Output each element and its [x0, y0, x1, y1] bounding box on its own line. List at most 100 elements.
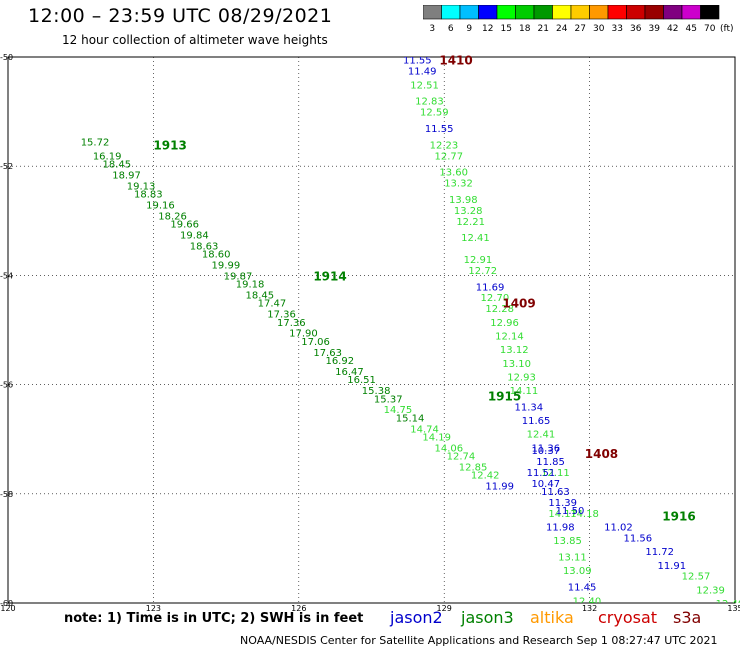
wave-height-label: 16.51 — [347, 375, 376, 386]
wave-height-label: 12.11 — [541, 468, 570, 479]
colorbar-tick-label: 42 — [667, 24, 678, 34]
lat-tick-label: -60 — [0, 599, 13, 608]
pass-id-label: 1409 — [502, 297, 535, 311]
wave-height-label: 11.85 — [536, 457, 565, 468]
colorbar-tick-label: 3 — [429, 24, 435, 34]
wave-height-label: 11.91 — [657, 561, 686, 572]
pass-id-label: 1410 — [439, 54, 472, 68]
wave-height-label: 12.91 — [464, 255, 493, 266]
wave-height-labels: 11.5511.4912.5112.8312.5911.5512.2312.77… — [81, 56, 740, 610]
wave-height-label: 11.72 — [645, 547, 674, 558]
wave-height-label: 14.17 — [548, 509, 577, 520]
pass-id-label: 1914 — [313, 269, 346, 283]
wave-height-label: 18.97 — [112, 170, 141, 181]
lon-tick-label: 120 — [0, 604, 15, 613]
wave-height-label: 11.39 — [548, 498, 577, 509]
wave-height-label: 19.16 — [146, 200, 175, 211]
lat-tick-label: -58 — [0, 490, 13, 499]
wave-height-label: 13.32 — [444, 179, 473, 190]
wave-height-label: 12.41 — [527, 430, 556, 441]
wave-height-label: 11.99 — [485, 482, 514, 493]
wave-height-label: 12.23 — [430, 140, 459, 151]
lat-tick-label: -54 — [0, 271, 13, 280]
wave-height-label: 19.99 — [212, 260, 241, 271]
wave-height-label: 10.37 — [531, 446, 560, 457]
satellite-altika-label: altika — [530, 608, 574, 627]
wave-height-label: 17.36 — [277, 318, 306, 329]
wave-height-label: 18.45 — [245, 291, 274, 302]
lon-tick-label: 135 — [727, 604, 740, 613]
wave-height-label: 13.85 — [553, 536, 582, 547]
wave-height-label: 12.70 — [481, 293, 510, 304]
wave-height-label: 12.72 — [468, 266, 497, 277]
wave-height-label: 12.40 — [716, 599, 740, 610]
wave-height-label: 12.59 — [420, 108, 449, 119]
wave-height-label: 10.47 — [531, 479, 560, 490]
wave-height-label: 11.56 — [624, 533, 653, 544]
wave-height-label: 17.36 — [267, 310, 296, 321]
wave-height-label: 15.37 — [374, 394, 403, 405]
graticule — [8, 57, 735, 603]
wave-height-label: 12.83 — [415, 97, 444, 108]
wave-height-label: 13.10 — [502, 359, 531, 370]
wave-height-label: 12.96 — [490, 318, 519, 329]
pass-id-label: 1913 — [153, 138, 186, 152]
wave-height-label: 18.45 — [103, 159, 132, 170]
footer-note: note: 1) Time is in UTC; 2) SWH is in fe… — [64, 611, 364, 626]
wave-height-label: 14.19 — [422, 432, 451, 443]
wave-height-label: 19.66 — [170, 220, 199, 231]
map-subtitle: 12 hour collection of altimeter wave hei… — [62, 33, 328, 47]
wave-height-label: 12.28 — [485, 304, 514, 315]
wave-height-label: 11.55 — [403, 56, 432, 67]
wave-height-label: 19.87 — [224, 271, 253, 282]
colorbar-tick-label: 45 — [686, 24, 697, 34]
wave-height-label: 11.49 — [408, 67, 437, 78]
wave-height-label: 11.02 — [604, 523, 633, 534]
wave-height-label: 13.98 — [449, 195, 478, 206]
wave-height-label: 18.83 — [134, 190, 163, 201]
wave-height-label: 16.92 — [325, 356, 354, 367]
satellite-s3a-label: s3a — [673, 608, 702, 627]
lon-tick-label: 123 — [146, 604, 161, 613]
colorbar-tick-label: 9 — [466, 24, 472, 34]
wave-height-label: 15.72 — [81, 138, 110, 149]
pass-id-label: 1915 — [488, 390, 521, 404]
lat-tick-label: -56 — [0, 381, 13, 390]
wave-height-label: 11.69 — [476, 282, 505, 293]
wave-height-label: 19.13 — [127, 181, 156, 192]
colorbar-unit: (ft) — [720, 24, 734, 34]
wave-height-label: 13.09 — [563, 566, 592, 577]
wave-height-label: 17.90 — [289, 329, 318, 340]
wave-height-label: 12.93 — [507, 372, 536, 383]
lon-tick-label: 129 — [437, 604, 452, 613]
wave-height-label: 12.57 — [682, 572, 711, 583]
satellite-jason3-label: jason3 — [461, 608, 514, 627]
wave-height-label: 18.63 — [190, 241, 219, 252]
colorbar-tick-label: 18 — [519, 24, 531, 34]
colorbar-swatch — [700, 5, 720, 20]
colorbar-tick-label: 33 — [612, 24, 623, 34]
wave-height-label: 14.06 — [435, 443, 464, 454]
wave-height-label: 18.26 — [158, 211, 187, 222]
wave-height-label: 14.75 — [384, 405, 413, 416]
wave-height-label: 19.18 — [236, 280, 265, 291]
colorbar-tick-label: 12 — [482, 24, 493, 34]
wave-height-label: 13.60 — [439, 168, 468, 179]
wave-height-label: 11.45 — [568, 583, 597, 594]
colorbar-tick-label: 15 — [501, 24, 512, 34]
wave-height-label: 12.74 — [447, 452, 476, 463]
wave-height-label: 12.42 — [471, 471, 500, 482]
wave-height-label: 11.34 — [514, 402, 543, 413]
satellite-cryosat-label: cryosat — [598, 608, 658, 627]
footer-credit: NOAA/NESDIS Center for Satellite Applica… — [240, 634, 718, 647]
colorbar-tick-label: 30 — [593, 24, 605, 34]
wave-height-label: 12.40 — [573, 596, 602, 607]
wave-height-label: 11.98 — [546, 523, 575, 534]
colorbar-tick-label: 24 — [556, 24, 568, 34]
wave-height-label: 11.50 — [556, 506, 585, 517]
map-title: 12:00 – 23:59 UTC 08/29/2021 — [28, 5, 333, 27]
wave-height-label: 11.55 — [425, 124, 454, 135]
satellite-jason2-label: jason2 — [390, 608, 443, 627]
wave-height-label: 12.51 — [410, 80, 439, 91]
